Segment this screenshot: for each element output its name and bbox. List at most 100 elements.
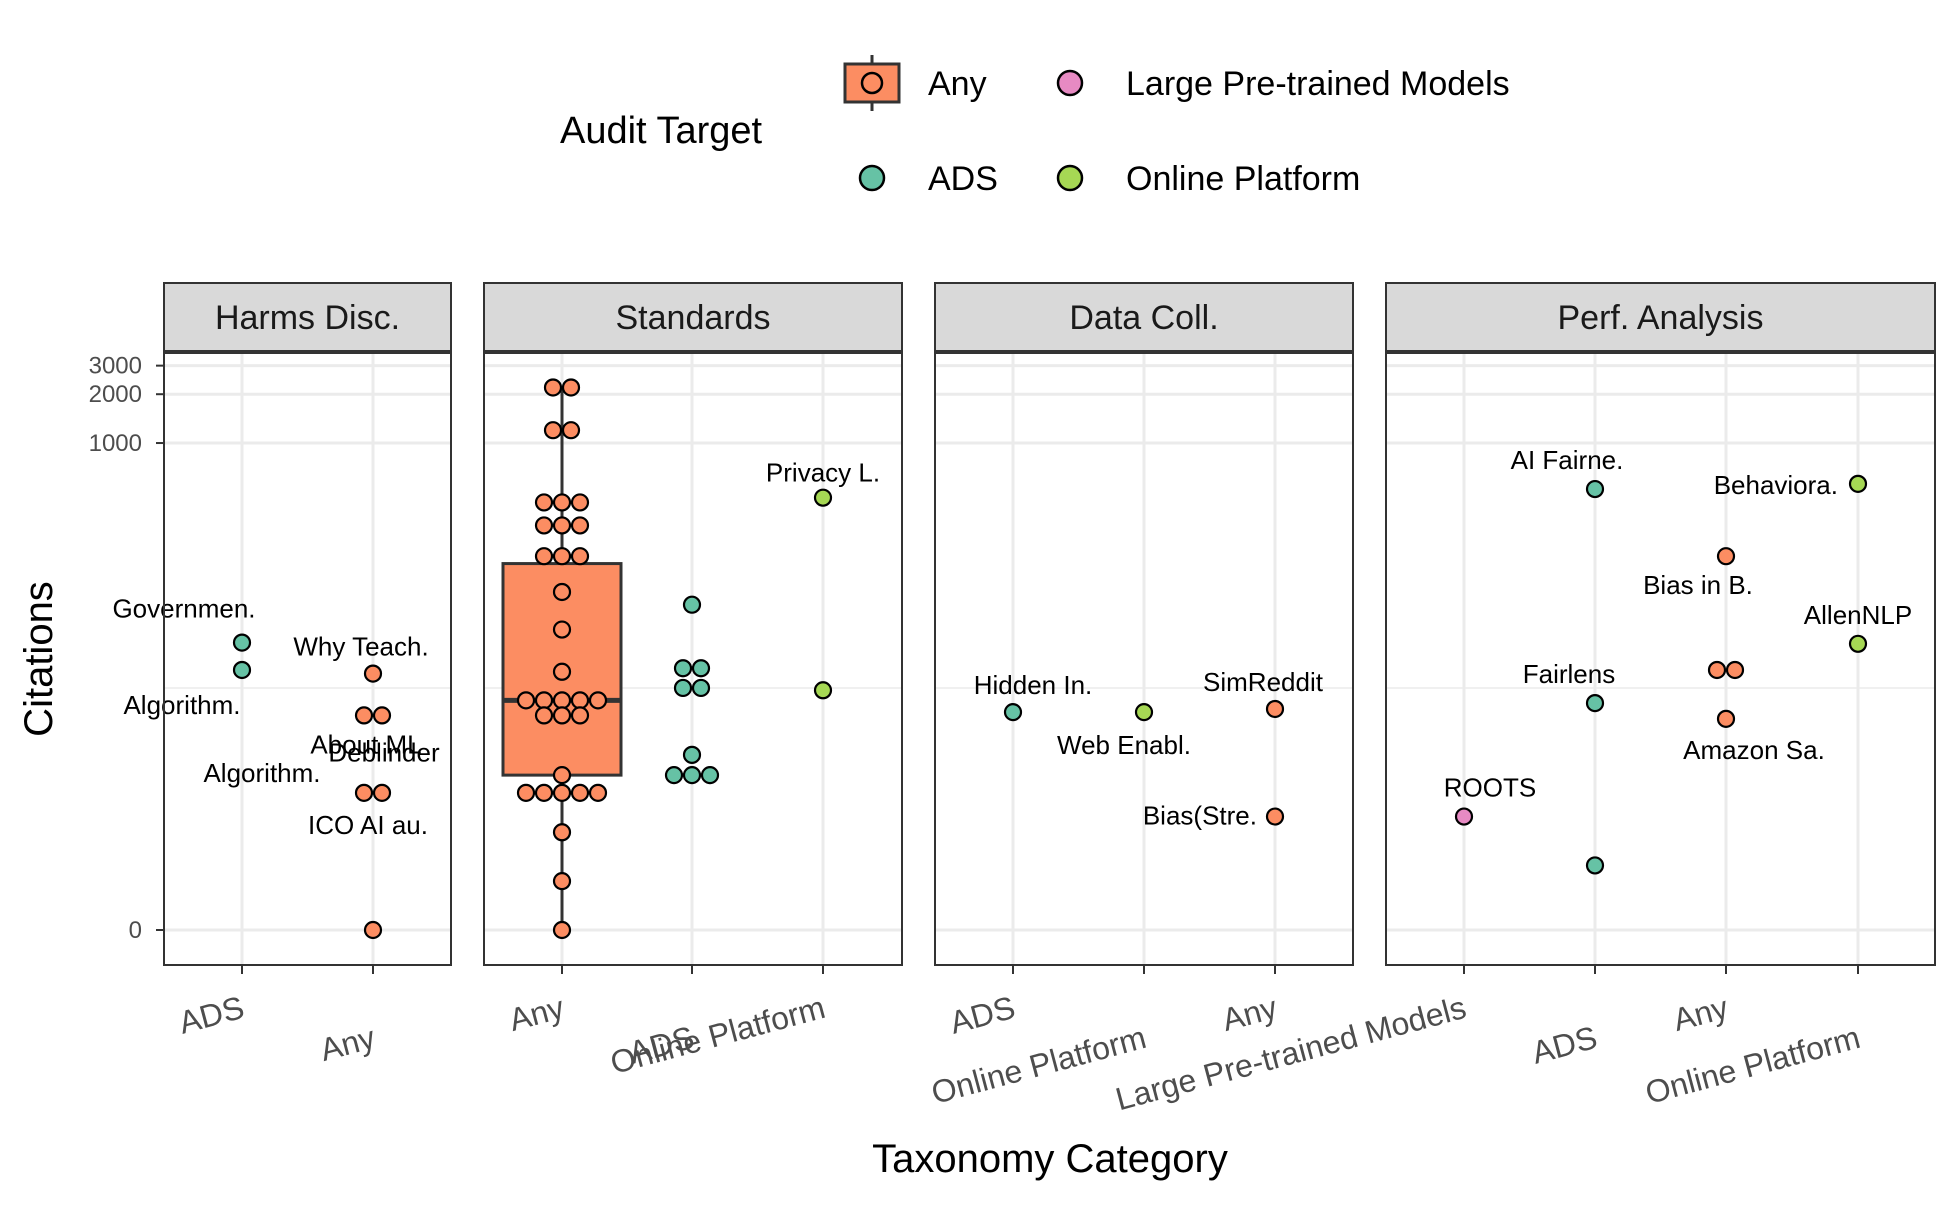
point-any	[1265, 699, 1285, 719]
x-axis-title: Taxonomy Category	[872, 1137, 1228, 1181]
point-online-platform	[1848, 634, 1868, 653]
point-ads	[232, 633, 252, 652]
point-any	[552, 706, 572, 725]
point-any	[552, 582, 572, 602]
point-any	[552, 691, 572, 710]
point-any	[516, 691, 536, 710]
facet-title: Data Coll.	[1069, 299, 1218, 337]
point-any	[363, 920, 383, 940]
point-any	[534, 706, 554, 725]
legend-label: ADS	[928, 160, 998, 198]
x-tick-label: Any	[505, 989, 568, 1038]
point-any	[570, 493, 590, 512]
y-tick-label: 1000	[89, 430, 142, 457]
point-label: AI Fairne.	[1511, 445, 1624, 475]
point-any	[552, 823, 572, 842]
point-any	[543, 421, 563, 440]
panel-background	[1386, 353, 1935, 965]
point-any	[534, 547, 554, 566]
point-any	[552, 547, 572, 566]
panel-border	[1385, 352, 1936, 966]
facet-title: Harms Disc.	[215, 299, 400, 337]
x-tick-label: ADS	[946, 989, 1019, 1041]
x-tick-label: Online Platform	[1641, 1019, 1863, 1111]
facet-strip	[483, 282, 903, 352]
point-ads	[1585, 479, 1605, 499]
legend-label: Online Platform	[1126, 160, 1360, 198]
legend-item-any: Any	[843, 55, 987, 111]
point-any	[354, 783, 374, 802]
point-ads	[691, 659, 711, 678]
point-label: Hidden In.	[974, 670, 1093, 700]
point-label: SimReddit	[1203, 667, 1324, 697]
point-ads	[682, 766, 702, 785]
point-ads	[700, 766, 720, 785]
point-label: Governmen.	[112, 594, 255, 624]
y-tick-label: 2000	[89, 381, 142, 408]
point-any	[372, 706, 392, 725]
panel-border	[163, 352, 452, 966]
point-ads	[673, 659, 693, 678]
x-tick-label: ADS	[1528, 1019, 1601, 1071]
point-any	[363, 664, 383, 683]
point-label: Algorithm.	[123, 690, 240, 720]
point-label: Amazon Sa.	[1683, 735, 1825, 765]
point-any	[570, 516, 590, 535]
point-label: Bias(Stre.	[1143, 801, 1257, 831]
y-tick-label: 0	[129, 917, 142, 944]
point-label: ICO AI au.	[308, 810, 428, 840]
point-any	[534, 493, 554, 512]
point-any	[1265, 807, 1285, 826]
point-label: Fairlens	[1523, 659, 1615, 689]
point-label: Privacy L.	[766, 458, 880, 488]
point-any	[516, 783, 536, 802]
legend-item-online-platform: Online Platform	[1056, 160, 1360, 198]
point-any	[570, 691, 590, 710]
legend-key-point	[858, 164, 886, 192]
point-label: Bias in B.	[1643, 570, 1753, 600]
point-label: Why Teach.	[293, 632, 428, 662]
point-label: Web Enabl.	[1057, 730, 1191, 760]
x-tick-label: ADS	[175, 989, 248, 1041]
point-any	[534, 783, 554, 802]
point-any	[570, 783, 590, 802]
facet-strip	[934, 282, 1354, 352]
facet-title: Standards	[616, 299, 771, 337]
point-label: ROOTS	[1444, 773, 1536, 803]
y-tick-label: 3000	[89, 353, 142, 380]
point-label: Algorithm.	[203, 758, 320, 788]
point-any	[561, 378, 581, 397]
facet-title: Perf. Analysis	[1558, 299, 1764, 337]
point-any	[552, 620, 572, 639]
point-ads	[232, 660, 252, 680]
panel-harms-disc: Harms Disc. Governmen. Algorithm. Why Teach…	[112, 282, 452, 1068]
point-label: Behaviora.	[1714, 470, 1838, 500]
x-tick-label: Large Pre-trained Models	[1112, 989, 1470, 1117]
point-any	[588, 783, 608, 802]
point-any	[570, 547, 590, 566]
point-ads	[682, 595, 702, 614]
point-ads	[673, 678, 693, 698]
legend-title: Audit Target	[560, 110, 763, 152]
point-any	[552, 783, 572, 802]
x-tick-label: Any	[316, 1019, 379, 1068]
x-tick-label: Any	[1218, 989, 1281, 1038]
point-any	[570, 706, 590, 725]
legend-key-point	[1056, 69, 1084, 97]
legend-key-point	[860, 71, 884, 95]
point-any	[552, 493, 572, 512]
point-ads	[664, 766, 684, 785]
panel-background	[164, 353, 451, 965]
point-label: Deblinder	[328, 737, 440, 767]
point-any	[534, 516, 554, 535]
point-online-platform	[1848, 474, 1868, 493]
point-any	[372, 783, 392, 802]
facet-strip	[163, 282, 452, 352]
facet-strip	[1385, 282, 1936, 352]
point-any	[1707, 660, 1727, 680]
point-any	[561, 421, 581, 440]
legend-key-point	[1056, 164, 1084, 192]
panel-data-coll: Data Coll. Hidden In. Web Enabl. SimReddit B…	[927, 282, 1354, 1111]
